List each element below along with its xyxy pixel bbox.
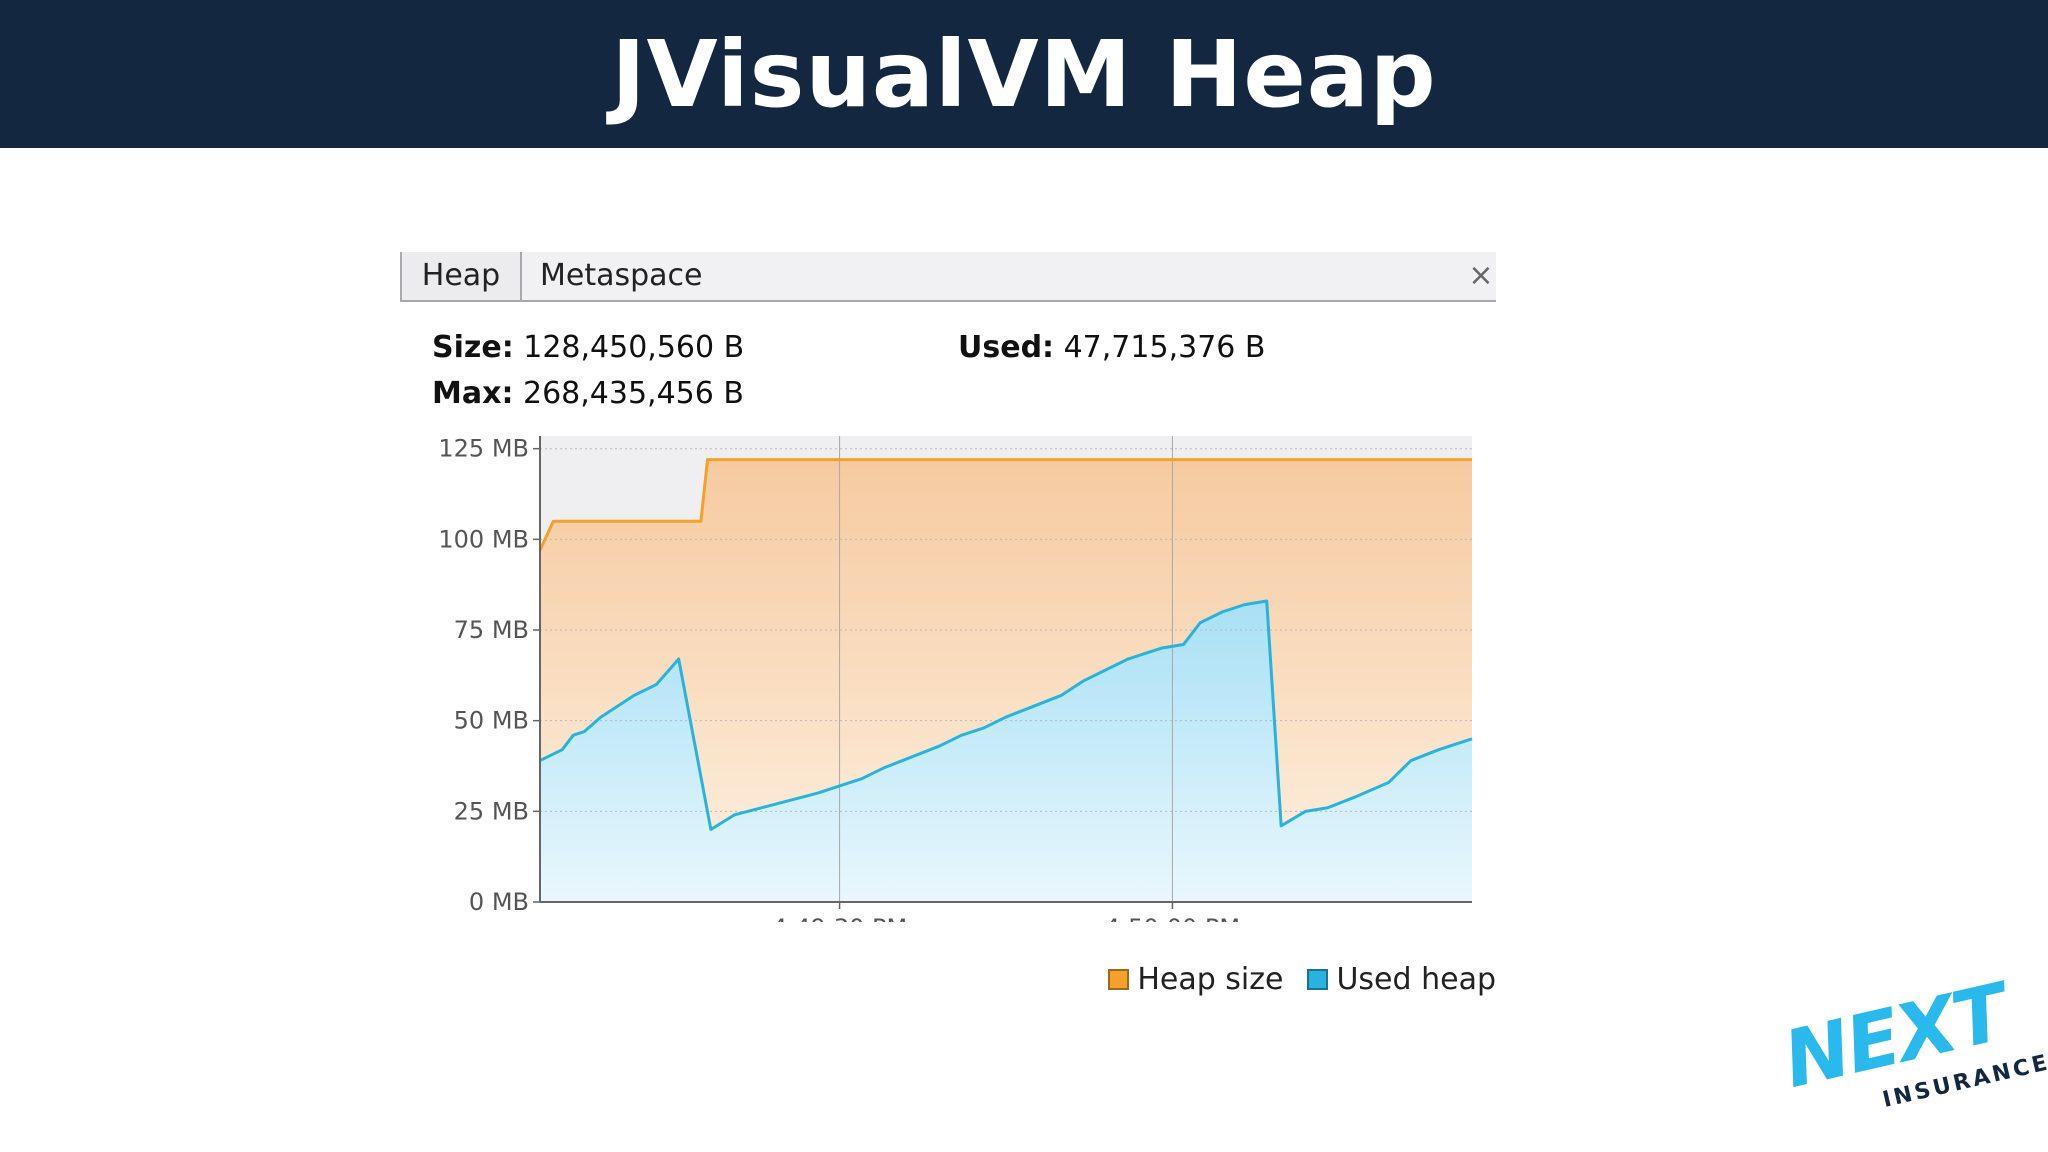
y-tick-label: 0 MB — [469, 888, 529, 916]
x-tick-label: 4:50:00 PM — [1105, 914, 1240, 922]
legend-label-heap-size: Heap size — [1137, 962, 1284, 997]
size-value: 128,450,560 B — [523, 330, 745, 365]
x-tick-label: 4:49:30 PM — [772, 914, 907, 922]
series-line-used-heap — [539, 599, 1473, 831]
legend-item-heap-size: Heap size — [1108, 962, 1283, 997]
y-tick-label: 50 MB — [454, 707, 529, 735]
tab-heap[interactable]: Heap — [402, 252, 522, 300]
series-area-used-heap — [540, 601, 1472, 902]
heap-monitor-panel: Heap Metaspace × Size: 128,450,560 B Max… — [400, 252, 1496, 1012]
y-tick-label: 100 MB — [438, 525, 529, 553]
title-bar: JVisualVM Heap — [0, 0, 2048, 148]
close-icon[interactable]: × — [1468, 258, 1494, 293]
legend-swatch-used-heap — [1307, 969, 1329, 990]
legend-swatch-heap-size — [1108, 969, 1130, 990]
next-insurance-logo: NEXT INSURANCE — [1776, 968, 2048, 1136]
series-line-heap-size — [538, 458, 1472, 551]
max-label: Max: — [432, 376, 514, 411]
chart-legend: Heap size Used heap — [1084, 962, 1496, 997]
heap-chart: 0 MB 25 MB 50 MB 75 MB 100 MB 125 MB 4:49:30 P… — [438, 435, 1473, 922]
y-tick-label: 125 MB — [438, 435, 529, 463]
max-value: 268,435,456 B — [523, 376, 744, 411]
heap-used-stat: Used: 47,715,376 B — [958, 330, 1265, 365]
tab-metaspace[interactable]: Metaspace — [540, 258, 703, 293]
heap-size-stat: Size: 128,450,560 B — [432, 330, 744, 365]
y-tick-label: 75 MB — [454, 616, 529, 644]
heap-max-stat: Max: 268,435,456 B — [432, 376, 744, 411]
slide-title: JVisualVM Heap — [611, 20, 1437, 128]
legend-label-used-heap: Used heap — [1336, 962, 1496, 997]
y-tick-label: 25 MB — [454, 797, 529, 825]
legend-item-used-heap: Used heap — [1307, 962, 1496, 997]
size-label: Size: — [432, 330, 514, 365]
tab-strip: Heap Metaspace × — [400, 252, 1496, 302]
used-value: 47,715,376 B — [1063, 330, 1266, 365]
used-label: Used: — [958, 330, 1055, 365]
